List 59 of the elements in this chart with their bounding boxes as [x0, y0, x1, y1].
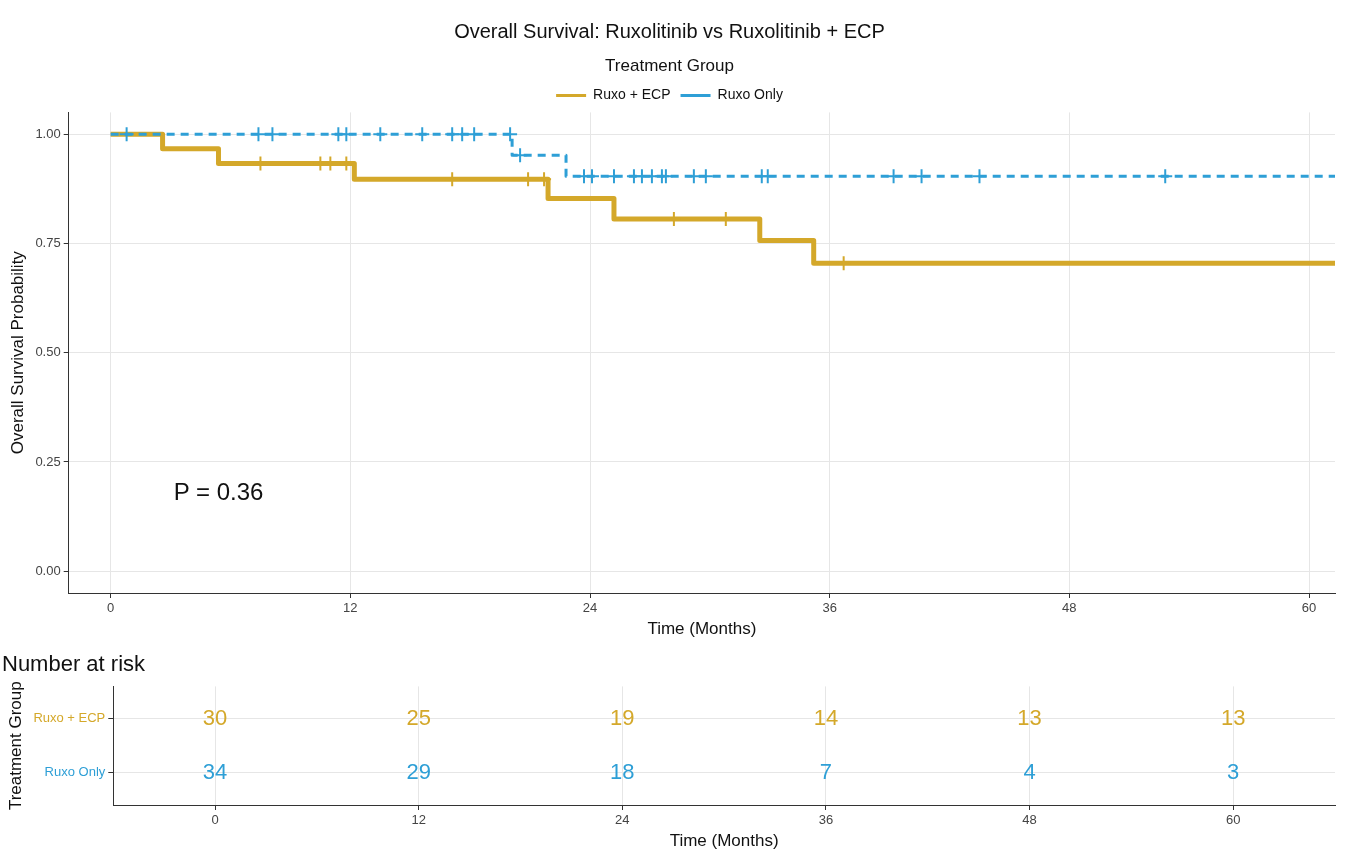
x-tick-label: 0	[107, 600, 115, 616]
x-tick-label: 48	[1062, 600, 1077, 616]
x-tick-label: 48	[1022, 812, 1037, 828]
point	[414, 126, 431, 143]
data-label: 34	[202, 758, 228, 784]
chart-title: Number at risk	[2, 651, 147, 677]
data-label: 13	[1220, 704, 1246, 730]
y-tick-label: Ruxo Only	[44, 764, 106, 780]
y-axis-title: Overall Survival Probability	[7, 250, 27, 455]
point	[697, 168, 714, 185]
point	[512, 147, 529, 164]
data-label: 25	[406, 704, 431, 730]
data-label: 18	[610, 758, 635, 784]
point	[1157, 168, 1174, 185]
point	[971, 168, 988, 185]
data-label: 30	[202, 704, 228, 730]
y-tick-label: 1.00	[35, 125, 61, 141]
data-label: 29	[406, 758, 431, 784]
x-tick-label: 36	[818, 812, 834, 828]
data-label: 13	[1017, 704, 1042, 730]
x-axis-title: Time (Months)	[647, 619, 757, 639]
point	[466, 126, 483, 143]
point	[118, 126, 135, 143]
y-tick-label: 0.00	[35, 562, 61, 578]
data-label: 4	[1023, 758, 1036, 784]
y-tick-label: Ruxo + ECP	[33, 710, 106, 726]
x-tick-label: 0	[211, 812, 219, 828]
x-tick-label: 24	[615, 812, 630, 828]
data-label: 14	[813, 704, 839, 730]
x-axis-title: Time (Months)	[669, 831, 779, 851]
y-axis-title: Treatment Group	[5, 681, 25, 811]
point	[913, 168, 930, 185]
legend-label: Ruxo + ECP	[593, 86, 671, 103]
y-tick-label: 0.25	[35, 453, 61, 469]
point	[502, 126, 519, 143]
x-tick-label: 12	[411, 812, 426, 828]
point	[584, 168, 600, 185]
point	[250, 126, 267, 143]
point	[605, 168, 622, 185]
point	[372, 126, 389, 143]
point	[685, 168, 702, 185]
point	[338, 126, 355, 143]
point	[885, 168, 902, 185]
y-tick-label: 0.50	[35, 344, 61, 360]
legend-label: Ruxo Only	[717, 86, 783, 103]
point	[264, 126, 281, 143]
x-tick-label: 24	[582, 600, 598, 616]
chart-title: Overall Survival: Ruxolitinib vs Ruxolitinib + ECP	[454, 19, 885, 42]
data-label: 3	[1227, 758, 1240, 784]
data-label: 7	[819, 758, 833, 784]
x-tick-label: 12	[343, 600, 358, 616]
x-tick-label: 36	[822, 600, 837, 616]
data-label: 19	[610, 704, 635, 730]
annotation: P = 0.36	[173, 477, 264, 505]
x-tick-label: 60	[1225, 812, 1241, 828]
legend-title: Treatment Group	[605, 56, 734, 76]
point	[657, 168, 674, 185]
y-tick-label: 0.75	[35, 235, 61, 251]
x-tick-label: 60	[1301, 600, 1317, 616]
